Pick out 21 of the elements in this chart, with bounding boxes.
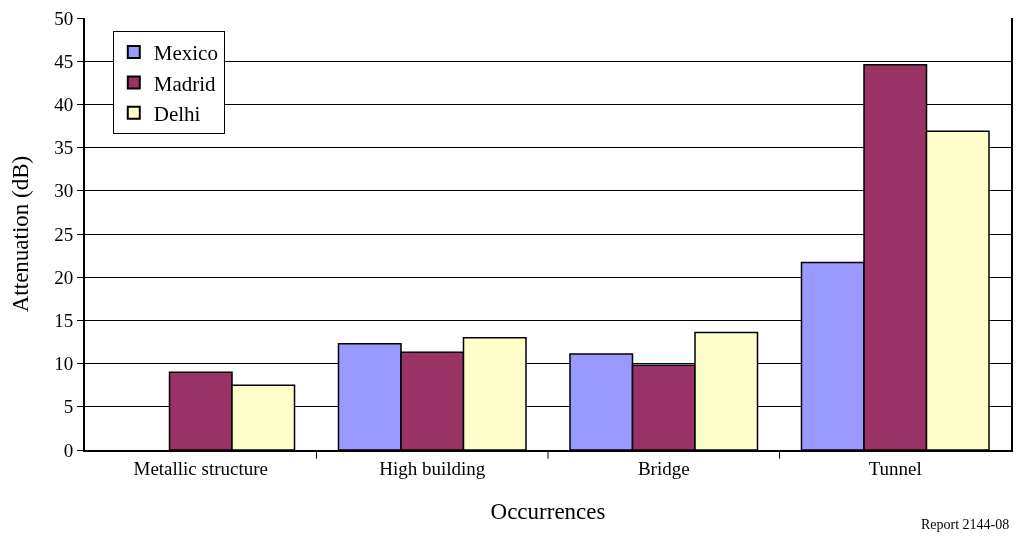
y-axis-title: Attenuation (dB) — [8, 155, 33, 313]
y-tick-label: 45 — [54, 50, 74, 72]
x-tick-label: Tunnel — [868, 457, 922, 479]
y-tick-label: 30 — [54, 180, 74, 202]
x-tick-label: Bridge — [637, 457, 690, 479]
legend-label: Delhi — [153, 101, 201, 126]
x-tick-label: High building — [379, 457, 486, 479]
y-tick-label: 40 — [54, 94, 74, 116]
y-tick-label: 50 — [54, 7, 74, 29]
y-tick-label: 5 — [63, 396, 74, 418]
y-tick-label: 25 — [54, 223, 74, 245]
y-tick-label: 15 — [54, 310, 74, 332]
text: Report 2144-08 — [921, 517, 1010, 532]
legend-label: Mexico — [153, 41, 218, 66]
y-tick-label: 0 — [63, 439, 74, 461]
y-tick-label: 10 — [54, 353, 74, 375]
x-axis-title: Occurrences — [490, 498, 606, 524]
legend-label: Madrid — [153, 71, 217, 96]
y-tick-label: 20 — [54, 266, 74, 288]
x-tick-label: Metallic structure — [133, 457, 269, 479]
y-tick-label: 35 — [54, 137, 74, 159]
